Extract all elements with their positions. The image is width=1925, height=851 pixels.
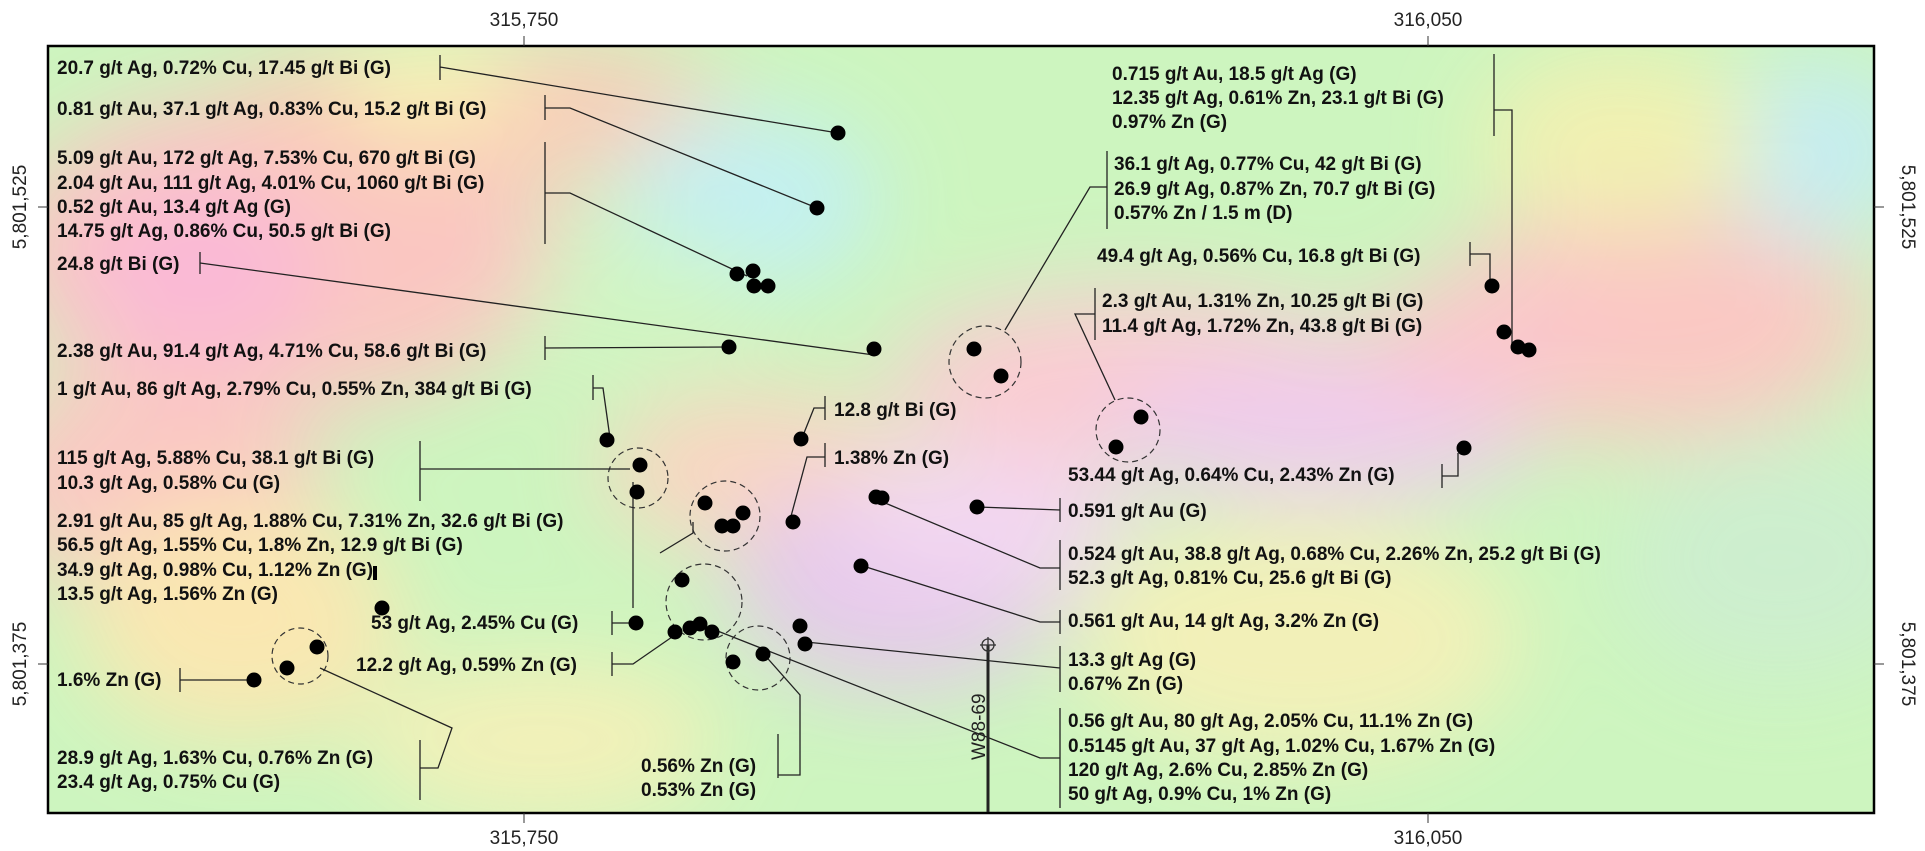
assay-annotations: 20.7 g/t Ag, 0.72% Cu, 17.45 g/t Bi (G) …: [57, 58, 1606, 805]
annotation-a6: 1 g/t Au, 86 g/t Ag, 2.79% Cu, 0.55% Zn,…: [57, 379, 532, 400]
annotation-a3: 5.09 g/t Au, 172 g/t Ag, 7.53% Cu, 670 g…: [57, 148, 490, 242]
heatmap-background: [48, 46, 1874, 813]
annotation-a2: 0.81 g/t Au, 37.1 g/t Ag, 0.83% Cu, 15.2…: [57, 99, 486, 120]
annotation-a25: 0.56 g/t Au, 80 g/t Ag, 2.05% Cu, 11.1% …: [1068, 711, 1501, 805]
annotation-a17: 36.1 g/t Ag, 0.77% Cu, 42 g/t Bi (G) 26.…: [1114, 154, 1441, 224]
annotation-a7: 115 g/t Ag, 5.88% Cu, 38.1 g/t Bi (G) 10…: [57, 448, 379, 494]
annotation-a19: 2.3 g/t Au, 1.31% Zn, 10.25 g/t Bi (G) 1…: [1102, 291, 1429, 337]
annotation-a13: 0.56% Zn (G) 0.53% Zn (G): [641, 756, 761, 801]
y-left-tick-label: 5,801,525: [10, 165, 31, 250]
sample-points: [246, 125, 1537, 688]
annotation-a21: 0.591 g/t Au (G): [1068, 501, 1207, 522]
annotation-a5: 2.38 g/t Au, 91.4 g/t Ag, 4.71% Cu, 58.6…: [57, 341, 486, 362]
annotation-a8: 2.91 g/t Au, 85 g/t Ag, 1.88% Cu, 7.31% …: [57, 511, 569, 605]
annotation-a12: 28.9 g/t Ag, 1.63% Cu, 0.76% Zn (G) 23.4…: [57, 748, 378, 793]
x-top-tick-label: 316,050: [1394, 10, 1463, 31]
axis-labels: 315,750 316,050 315,750 316,050 5,801,52…: [10, 10, 1918, 849]
annotation-a9: 53 g/t Ag, 2.45% Cu (G): [371, 613, 578, 634]
sample-clusters: [271, 325, 1161, 691]
annotation-a16: 0.715 g/t Au, 18.5 g/t Ag (G) 12.35 g/t …: [1112, 64, 1449, 133]
annotation-a18: 49.4 g/t Ag, 0.56% Cu, 16.8 g/t Bi (G): [1097, 246, 1420, 267]
y-right-tick-label: 5,801,375: [1897, 622, 1918, 707]
annotation-a10: 12.2 g/t Ag, 0.59% Zn (G): [356, 655, 577, 676]
leader-lines: [179, 54, 1513, 808]
annotation-a4: 24.8 g/t Bi (G): [57, 254, 179, 275]
map-frame: [46, 44, 1876, 815]
annotation-a11: 1.6% Zn (G): [57, 670, 162, 691]
y-left-tick-label: 5,801,375: [10, 622, 31, 707]
drillhole-label: W88-69: [969, 693, 990, 760]
annotation-a1: 20.7 g/t Ag, 0.72% Cu, 17.45 g/t Bi (G): [57, 58, 391, 79]
x-bottom-tick-label: 315,750: [490, 828, 559, 849]
annotation-a15: 1.38% Zn (G): [834, 448, 949, 469]
axis-ticks: [38, 36, 1884, 823]
annotation-a20: 53.44 g/t Ag, 0.64% Cu, 2.43% Zn (G): [1068, 465, 1395, 486]
x-bottom-tick-label: 316,050: [1394, 828, 1463, 849]
drillhole-w88-69: W88-69: [969, 637, 996, 812]
annotation-a14: 12.8 g/t Bi (G): [834, 400, 956, 421]
y-right-tick-label: 5,801,525: [1897, 165, 1918, 250]
annotation-a22: 0.524 g/t Au, 38.8 g/t Ag, 0.68% Cu, 2.2…: [1068, 544, 1606, 589]
x-top-tick-label: 315,750: [490, 10, 559, 31]
annotation-a24: 13.3 g/t Ag (G) 0.67% Zn (G): [1068, 650, 1201, 695]
annotation-a23: 0.561 g/t Au, 14 g/t Ag, 3.2% Zn (G): [1068, 611, 1379, 632]
